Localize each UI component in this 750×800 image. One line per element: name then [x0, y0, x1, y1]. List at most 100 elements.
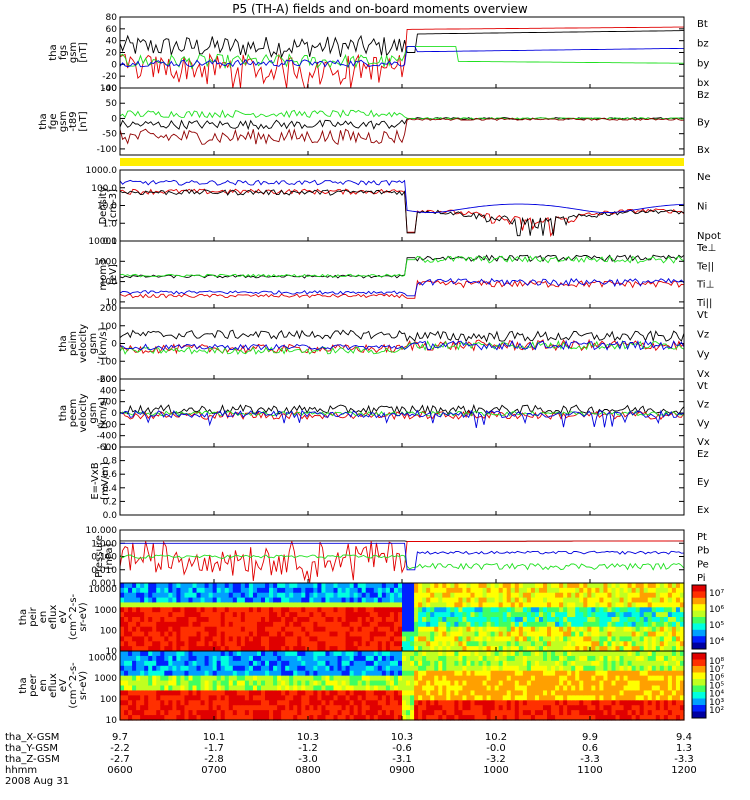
- panel-9-heatmap-cell: [498, 612, 504, 618]
- panel-10-heatmap-cell: [627, 680, 633, 687]
- panel-10-heatmap-cell: [490, 685, 496, 692]
- panel-9-heatmap-cell: [196, 602, 202, 608]
- panel-9-heatmap-cell: [180, 621, 186, 628]
- panel-9-heatmap-cell: [591, 602, 596, 608]
- panel-10-heatmap-cell: [389, 705, 395, 711]
- panel-9-heatmap-cell: [309, 626, 314, 633]
- panel-10-heatmap-cell: [559, 670, 564, 677]
- panel-9-heatmap-cell: [651, 626, 657, 633]
- panel-9-heatmap-cell: [325, 602, 331, 608]
- panel-9-heatmap-cell: [418, 587, 423, 594]
- panel-9-heatmap-cell: [490, 612, 496, 618]
- panel-9-heatmap-cell: [377, 641, 383, 647]
- panel-10-heatmap-cell: [518, 675, 524, 682]
- panel-9-heatmap-cell: [180, 636, 186, 642]
- panel-10-heatmap-cell: [591, 700, 596, 706]
- panel-9-heatmap-cell: [571, 612, 576, 618]
- panel-10-heatmap-cell: [567, 675, 572, 682]
- panel-9-heatmap-cell: [361, 612, 367, 618]
- panel-10-heatmap-cell: [365, 715, 371, 721]
- panel-9-heatmap-cell: [373, 607, 379, 613]
- panel-10-heatmap-cell: [361, 685, 367, 692]
- panel-10-heatmap-cell: [204, 651, 210, 657]
- panel-9-heatmap-cell: [220, 587, 226, 594]
- panel-9-heatmap-cell: [212, 583, 218, 589]
- panel-10-heatmap-cell: [679, 670, 685, 677]
- panel-9-heatmap-cell: [148, 636, 153, 642]
- panel-10-heatmap-cell: [164, 675, 169, 682]
- panel-10-heatmap-cell: [607, 710, 613, 716]
- panel-1-ytick-label: 20: [106, 49, 118, 59]
- panel-9-heatmap-cell: [534, 592, 540, 599]
- panel-10-heatmap-cell: [136, 690, 141, 696]
- panel-10-heatmap-cell: [631, 700, 637, 706]
- panel-10-heatmap-cell: [184, 715, 190, 721]
- panel-10-heatmap-cell: [136, 655, 141, 662]
- panel-10-heatmap-cell: [136, 700, 141, 706]
- panel-10-heatmap-cell: [325, 660, 331, 667]
- panel-9-heatmap-cell: [341, 602, 347, 608]
- panel-10-heatmap-cell: [144, 705, 149, 711]
- panel-10-heatmap-cell: [297, 655, 302, 662]
- panel-9-heatmap-cell: [281, 602, 286, 608]
- panel-9-heatmap-cell: [168, 583, 173, 589]
- panel-9-heatmap-cell: [647, 631, 653, 638]
- panel-10-heatmap-cell: [393, 690, 399, 696]
- panel-9-heatmap-cell: [204, 621, 210, 628]
- panel-10-heatmap-cell: [551, 710, 556, 716]
- panel-9-heatmap-cell: [393, 592, 399, 599]
- panel-10-heatmap-cell: [397, 710, 403, 716]
- panel-9-heatmap-cell: [555, 592, 560, 599]
- panel-9-heatmap-cell: [256, 602, 262, 608]
- panel-9-heatmap-cell: [164, 602, 169, 608]
- panel-10-heatmap-cell: [615, 710, 621, 716]
- panel-10-heatmap-cell: [591, 685, 596, 692]
- panel-10-heatmap-cell: [345, 705, 351, 711]
- panel-9-heatmap-cell: [551, 641, 556, 647]
- panel-9-heatmap-cell: [333, 592, 339, 599]
- panel-10-heatmap-cell: [659, 655, 665, 662]
- panel-6-ytick-label: -400: [97, 432, 118, 442]
- panel-10-heatmap-cell: [228, 675, 234, 682]
- panel-9-colorbar-step: [692, 633, 706, 637]
- panel-9-heatmap-cell: [426, 592, 431, 599]
- panel-10-heatmap-cell: [305, 710, 310, 716]
- panel-10-heatmap-cell: [675, 685, 681, 692]
- panel-9-heatmap-cell: [502, 626, 508, 633]
- panel-10-heatmap-cell: [530, 675, 536, 682]
- panel-9-heatmap-cell: [671, 636, 677, 642]
- panel-9-heatmap-cell: [345, 621, 351, 628]
- panel-10-heatmap-cell: [349, 680, 355, 687]
- panel-10-heatmap-cell: [450, 695, 455, 701]
- panel-10-heatmap-cell: [466, 685, 472, 692]
- panel-10-heatmap-cell: [289, 675, 294, 682]
- panel-10-heatmap-cell: [414, 715, 419, 721]
- panel-10-heatmap-cell: [256, 715, 262, 721]
- panel-10-heatmap-cell: [579, 690, 584, 696]
- panel-10-colorbar-step: [692, 695, 706, 699]
- panel-10-heatmap-cell: [623, 660, 629, 667]
- panel-10-heatmap-cell: [583, 690, 588, 696]
- panel-9-ytick-label: 10000: [88, 585, 117, 595]
- panel-9-heatmap-cell: [410, 602, 415, 608]
- panel-9-heatmap-cell: [434, 583, 439, 589]
- panel-10-heatmap-cell: [530, 715, 536, 721]
- panel-9-heatmap-cell: [325, 612, 331, 618]
- panel-10-heatmap-cell: [518, 700, 524, 706]
- panel-10-heatmap-cell: [426, 660, 431, 667]
- panel-10-heatmap-cell: [478, 665, 484, 672]
- panel-9-heatmap-cell: [410, 641, 415, 647]
- panel-9-heatmap-cell: [285, 631, 290, 638]
- panel-10-heatmap-cell: [200, 660, 206, 667]
- panel-10-heatmap-cell: [216, 651, 222, 657]
- panel-9-heatmap-cell: [482, 626, 488, 633]
- panel-10-heatmap-cell: [289, 655, 294, 662]
- panel-4-legend-label: Te⊥: [696, 243, 716, 254]
- panel-9-heatmap-cell: [301, 617, 306, 623]
- panel-10-heatmap-cell: [148, 651, 153, 657]
- panel-9-heatmap-cell: [333, 631, 339, 638]
- panel-9-heatmap-cell: [333, 646, 339, 652]
- panel-10: tha peer en eflux eV (cm^2-s-sr-eV)1000010001…: [18, 650, 724, 726]
- panel-9-heatmap-cell: [442, 641, 447, 647]
- panel-9-heatmap-cell: [410, 636, 415, 642]
